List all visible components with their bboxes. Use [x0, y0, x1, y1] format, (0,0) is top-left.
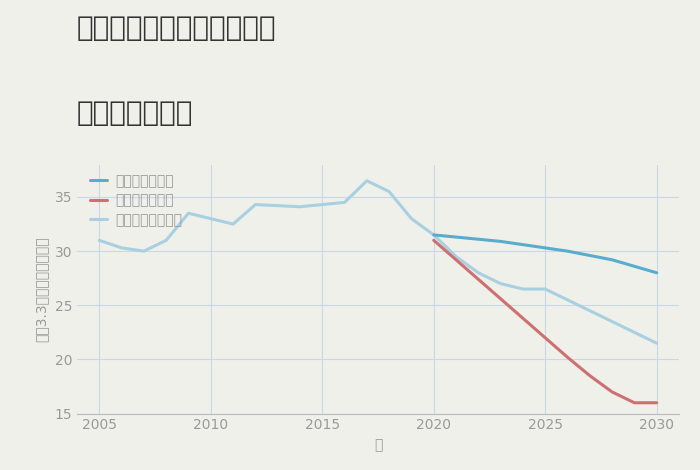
グッドシナリオ	[564, 248, 572, 254]
ノーマルシナリオ	[586, 308, 594, 313]
ノーマルシナリオ	[430, 232, 438, 238]
ノーマルシナリオ	[407, 216, 416, 221]
ノーマルシナリオ	[318, 202, 326, 207]
グッドシナリオ	[430, 232, 438, 238]
グッドシナリオ	[519, 242, 527, 248]
バッドシナリオ	[630, 400, 638, 406]
ノーマルシナリオ	[608, 319, 616, 324]
グッドシナリオ	[541, 245, 550, 251]
バッドシナリオ	[452, 257, 460, 263]
グッドシナリオ	[474, 236, 482, 242]
Line: グッドシナリオ: グッドシナリオ	[434, 235, 657, 273]
Line: バッドシナリオ: バッドシナリオ	[434, 240, 657, 403]
ノーマルシナリオ	[519, 286, 527, 292]
バッドシナリオ	[586, 373, 594, 378]
ノーマルシナリオ	[385, 189, 393, 195]
バッドシナリオ	[564, 354, 572, 360]
Legend: グッドシナリオ, バッドシナリオ, ノーマルシナリオ: グッドシナリオ, バッドシナリオ, ノーマルシナリオ	[90, 174, 182, 227]
グッドシナリオ	[496, 239, 505, 244]
ノーマルシナリオ	[452, 254, 460, 259]
バッドシナリオ	[430, 237, 438, 243]
ノーマルシナリオ	[140, 248, 148, 254]
グッドシナリオ	[630, 264, 638, 269]
ノーマルシナリオ	[340, 200, 349, 205]
Y-axis label: 坪（3.3㎡）単価（万円）: 坪（3.3㎡）単価（万円）	[35, 236, 49, 342]
ノーマルシナリオ	[296, 204, 304, 210]
ノーマルシナリオ	[118, 245, 126, 251]
Text: 土地の価格推移: 土地の価格推移	[77, 99, 193, 127]
バッドシナリオ	[519, 315, 527, 321]
ノーマルシナリオ	[184, 211, 192, 216]
バッドシナリオ	[652, 400, 661, 406]
グッドシナリオ	[452, 234, 460, 240]
X-axis label: 年: 年	[374, 438, 382, 452]
Text: 福岡県粕屋郡新宮町原上の: 福岡県粕屋郡新宮町原上の	[77, 14, 276, 42]
ノーマルシナリオ	[363, 178, 371, 184]
バッドシナリオ	[541, 335, 550, 341]
ノーマルシナリオ	[496, 281, 505, 286]
ノーマルシナリオ	[274, 203, 282, 209]
ノーマルシナリオ	[206, 216, 215, 221]
Line: ノーマルシナリオ: ノーマルシナリオ	[99, 181, 657, 343]
ノーマルシナリオ	[251, 202, 260, 207]
バッドシナリオ	[608, 389, 616, 395]
バッドシナリオ	[474, 276, 482, 282]
ノーマルシナリオ	[541, 286, 550, 292]
ノーマルシナリオ	[95, 237, 104, 243]
ノーマルシナリオ	[474, 270, 482, 275]
グッドシナリオ	[586, 253, 594, 258]
グッドシナリオ	[608, 257, 616, 263]
ノーマルシナリオ	[652, 340, 661, 346]
ノーマルシナリオ	[630, 329, 638, 335]
ノーマルシナリオ	[229, 221, 237, 227]
グッドシナリオ	[652, 270, 661, 275]
ノーマルシナリオ	[162, 237, 170, 243]
バッドシナリオ	[496, 296, 505, 302]
ノーマルシナリオ	[564, 297, 572, 303]
